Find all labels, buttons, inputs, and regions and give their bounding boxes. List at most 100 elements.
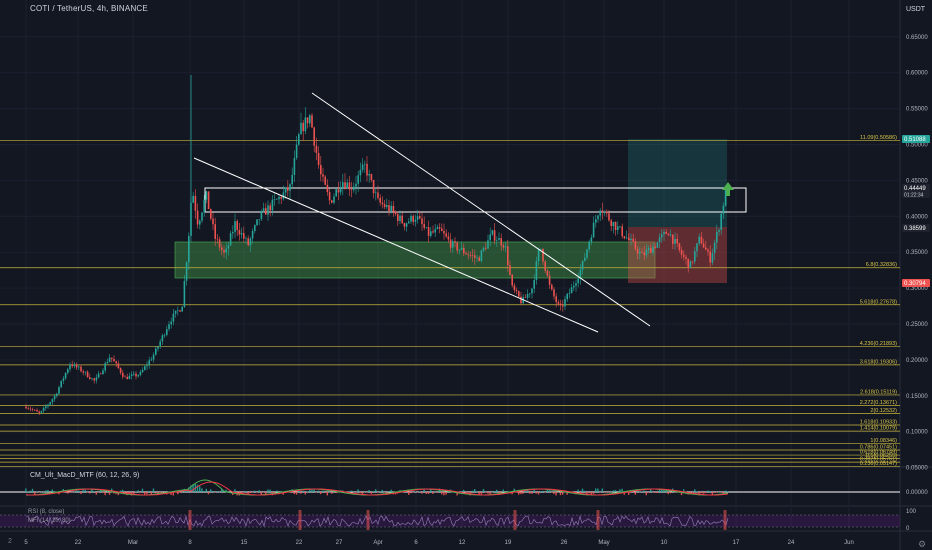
price-axis-label: 0.20000 <box>906 358 928 364</box>
zoom-icon[interactable]: 2 <box>8 538 12 545</box>
candle-body <box>291 174 293 185</box>
rsi-overbought-marker <box>188 510 192 530</box>
macd-bar <box>265 492 267 495</box>
candle-body <box>643 252 645 256</box>
macd-bar <box>485 492 487 493</box>
macd-bar <box>375 489 377 492</box>
candle-body <box>58 387 60 394</box>
macd-bar <box>361 492 364 495</box>
gear-icon[interactable]: ⚙ <box>918 539 927 549</box>
macd-axis-label: 0.00000 <box>906 490 928 496</box>
candle-body <box>214 224 216 239</box>
candle-body <box>487 240 489 249</box>
candle-body <box>423 224 425 228</box>
macd-bar <box>456 492 458 496</box>
macd-bar <box>216 491 218 492</box>
demand-zone <box>174 241 656 279</box>
candle-body <box>342 182 344 189</box>
candle-body <box>416 216 419 220</box>
macd-bar <box>45 490 47 492</box>
candle-body <box>339 188 342 193</box>
macd-bar <box>566 492 568 495</box>
candle-body <box>520 296 522 304</box>
candle-body <box>700 236 703 244</box>
candle-body <box>73 364 76 367</box>
mfi-indicator-label[interactable]: MFI (14, 20, 80) <box>28 518 71 524</box>
time-axis-label: 17 <box>733 540 740 546</box>
candle-body <box>113 358 115 362</box>
macd-bar <box>245 491 247 492</box>
rsi-indicator-label[interactable]: RSI (8, close) <box>28 509 65 515</box>
fib-level-label: 2(0.12532) <box>870 408 897 414</box>
price-axis-label: 0.45000 <box>906 178 928 184</box>
time-axis-label: Apr <box>373 540 382 546</box>
price-axis-label: 0.40000 <box>906 214 928 220</box>
macd-bar <box>95 492 97 495</box>
candle-body <box>502 245 505 248</box>
candle-body <box>298 134 300 145</box>
candle-body <box>696 243 698 252</box>
macd-indicator-label[interactable]: CM_Ult_MacD_MTF (60, 12, 26, 9) <box>30 472 140 479</box>
candle-body <box>617 226 619 230</box>
candle-body <box>108 357 111 362</box>
fib-level-label: 1.618(0.10933) <box>860 420 897 426</box>
candle-body <box>452 241 454 248</box>
macd-bar <box>612 490 614 492</box>
candle-body <box>672 234 674 244</box>
position-target-zone <box>628 139 727 227</box>
price-axis-label: 0.15000 <box>906 394 928 400</box>
time-axis-label: 12 <box>459 540 466 546</box>
symbol-legend[interactable]: COTI / TetherUS, 4h, BINANCE <box>30 4 148 13</box>
macd-bar <box>205 488 207 492</box>
candle-body <box>251 230 254 239</box>
macd-bar <box>531 492 533 494</box>
macd-bar <box>724 490 727 492</box>
macd-bar <box>623 492 625 495</box>
macd-bar <box>368 489 370 492</box>
fib-level-label: 0.786(0.07451) <box>860 445 897 451</box>
candle-body <box>471 255 474 256</box>
price-axis-label: 0.60000 <box>906 71 928 77</box>
candle-body <box>337 189 340 193</box>
candle-body <box>691 261 694 263</box>
candle-body <box>460 247 463 250</box>
candle-body <box>680 250 683 255</box>
fib-level-label: 3.618(0.19306) <box>860 359 897 365</box>
candle-body <box>630 238 632 240</box>
candle-body <box>566 293 568 300</box>
candle-body <box>612 222 615 227</box>
candle-body <box>364 163 366 165</box>
candle-body <box>636 248 639 254</box>
candle-body <box>390 205 392 212</box>
candle-body <box>229 233 232 246</box>
macd-bar <box>36 491 38 492</box>
macd-signal-line <box>25 481 729 496</box>
macd-bar <box>606 492 608 493</box>
candle-body <box>80 366 82 372</box>
fib-level-label: 5.618(0.27678) <box>860 299 897 305</box>
main-pane <box>0 0 900 465</box>
price-badge-value: 0.30794 <box>904 281 926 287</box>
candle-body <box>265 208 267 215</box>
macd-bar <box>86 492 89 493</box>
candle-body <box>720 213 722 230</box>
fib-level-label: 4.236(0.21893) <box>860 341 897 347</box>
candle-body <box>313 127 315 146</box>
macd-bar <box>67 492 69 494</box>
candle-body <box>62 378 65 381</box>
candle-body <box>130 374 133 376</box>
candle-body <box>284 187 287 193</box>
candle-body <box>509 265 511 275</box>
candle-body <box>581 260 584 270</box>
macd-bar <box>139 492 141 493</box>
candle-body <box>199 220 201 225</box>
candle-body <box>289 184 291 191</box>
candle-body <box>447 236 450 240</box>
macd-bar <box>658 489 661 492</box>
candle-body <box>586 249 588 258</box>
macd-bar <box>320 492 322 495</box>
macd-bar <box>192 484 194 492</box>
candle-body <box>619 226 621 228</box>
